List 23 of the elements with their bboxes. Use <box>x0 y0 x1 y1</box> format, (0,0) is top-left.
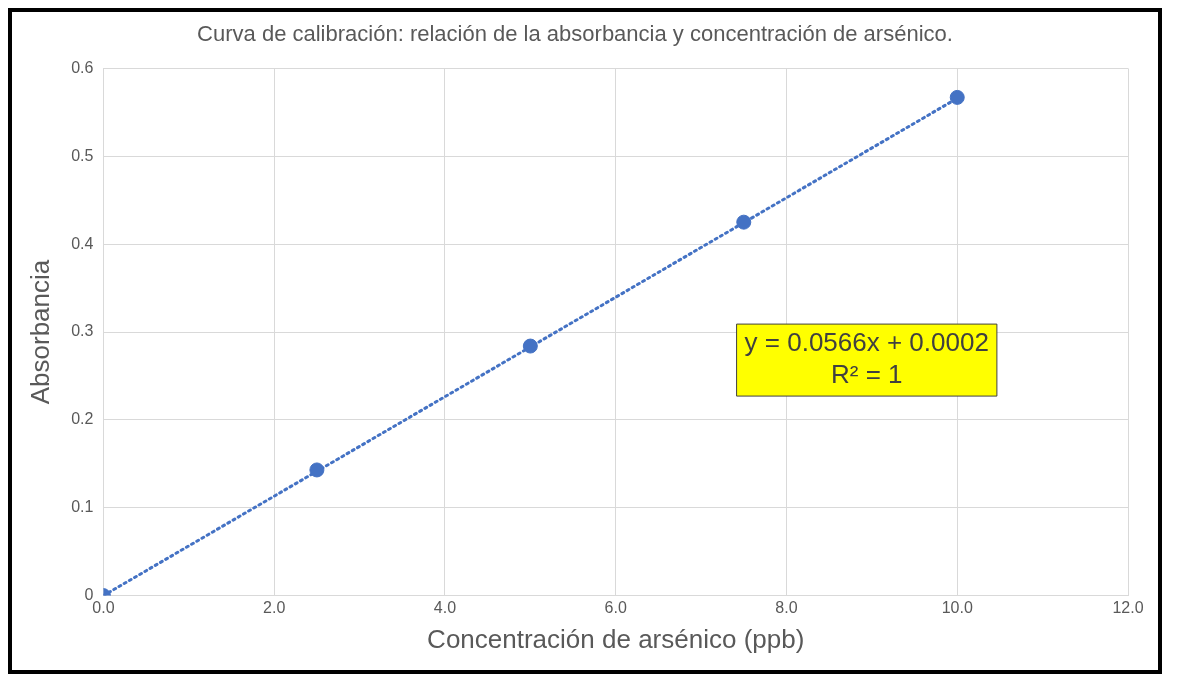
x-tick-label: 0.0 <box>92 598 115 616</box>
y-tick-label: 0.2 <box>71 410 94 428</box>
point <box>309 462 325 478</box>
annotation: y = 0.0566x + 0.0002 <box>744 327 989 358</box>
x-tick-label: 12.0 <box>1112 598 1144 616</box>
y-tick-label: 0.1 <box>71 498 94 516</box>
y-tick-label: 0.5 <box>71 146 94 164</box>
y-tick-label: 0.4 <box>71 234 94 252</box>
x-tick-label: 2.0 <box>263 598 286 616</box>
x-axis-title: Concentración de arsénico (ppb) <box>427 623 805 654</box>
y-tick-label: 0.6 <box>71 58 94 76</box>
x-tick-label: 4.0 <box>433 598 457 616</box>
x-tick-label: 6.0 <box>604 598 627 616</box>
x-tick-label: 8.0 <box>775 598 798 616</box>
x-tick-label: 10.0 <box>941 598 973 616</box>
y-tick-label: 0 <box>84 586 94 604</box>
point <box>949 89 965 105</box>
point <box>522 338 538 354</box>
chart-title: Curva de calibración: relación de la absorbancia y concentración de arsénico. <box>197 21 953 47</box>
point <box>736 214 752 230</box>
y-axis-title: Absorbancia <box>24 259 55 405</box>
y-tick-label: 0.3 <box>71 322 94 340</box>
annotation: R² = 1 <box>830 359 903 390</box>
